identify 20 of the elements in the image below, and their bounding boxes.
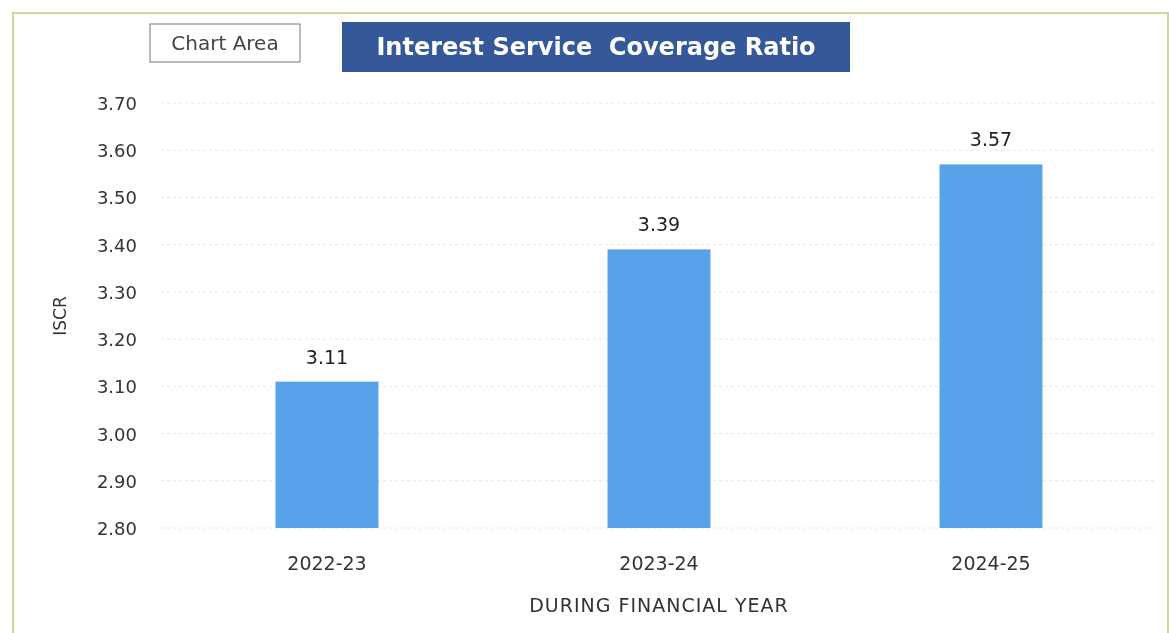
y-tick-label: 3.30 bbox=[96, 281, 137, 303]
y-tick-label: 3.50 bbox=[96, 187, 137, 209]
y-tick-label: 3.10 bbox=[96, 376, 137, 398]
y-tick-label: 2.90 bbox=[96, 470, 137, 492]
x-tick-label: 2024-25 bbox=[951, 552, 1031, 574]
text: Chart Area bbox=[171, 31, 279, 55]
x-axis-title: DURING FINANCIAL YEAR bbox=[529, 594, 789, 616]
y-tick-label: 3.40 bbox=[96, 234, 137, 256]
chart-title: Interest Service Coverage Ratio bbox=[376, 33, 816, 61]
x-tick-label: 2022-23 bbox=[287, 552, 367, 574]
x-tick-label: 2023-24 bbox=[619, 552, 699, 574]
y-tick-label: 3.00 bbox=[96, 423, 137, 445]
y-tick-label: 3.70 bbox=[96, 93, 137, 114]
y-tick-label: 2.80 bbox=[96, 518, 137, 539]
y-tick-label: 3.20 bbox=[96, 329, 137, 351]
data-label: 3.11 bbox=[305, 345, 349, 368]
data-label: 3.39 bbox=[637, 213, 681, 236]
y-tick-label: 3.60 bbox=[96, 140, 137, 162]
data-label: 3.57 bbox=[969, 128, 1013, 151]
y-axis-title: ISCR bbox=[50, 296, 70, 336]
